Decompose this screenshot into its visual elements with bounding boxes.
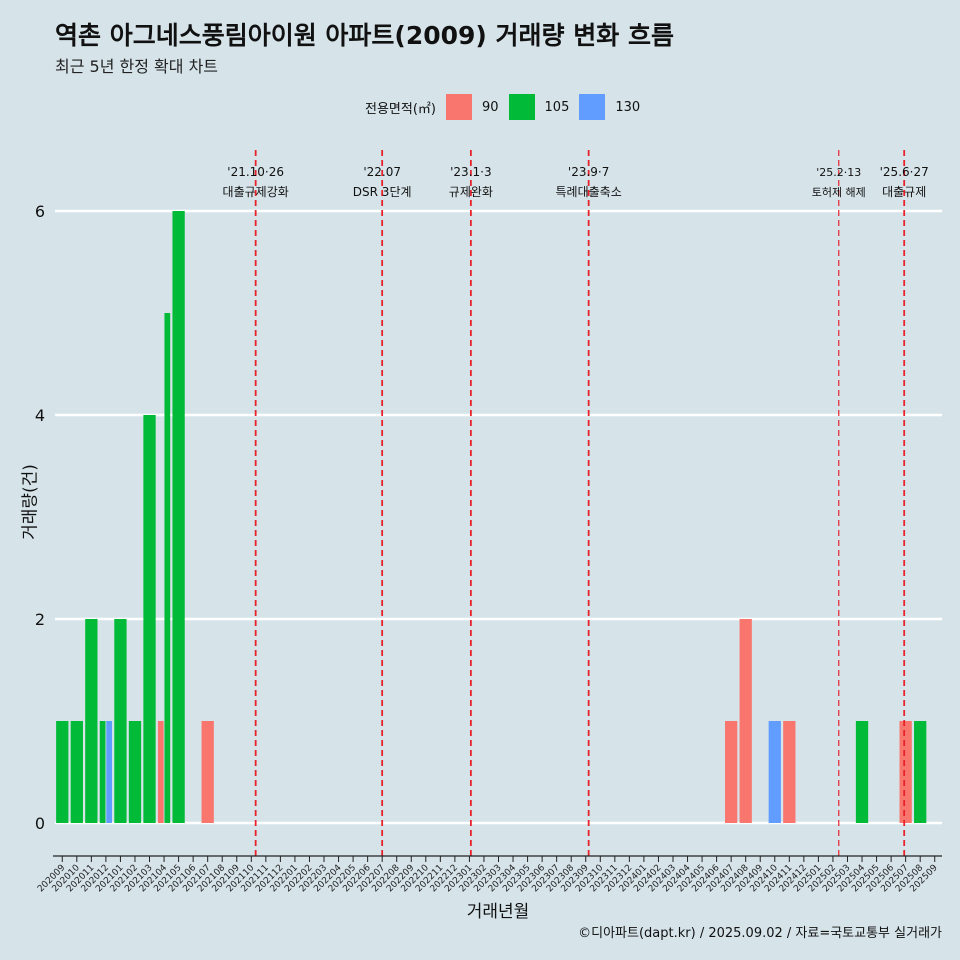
event-label-0: 대출규제강화 [223,185,289,199]
legend-label-90: 90 [481,99,499,115]
y-axis-label: 거래량(건) [20,464,41,540]
bar-202010-105 [70,721,83,823]
event-date-4: '25.2·13 [816,166,861,179]
event-label-3: 특례대출축소 [556,185,622,199]
legend: 전용면적(㎡) 90 105 130 [365,93,650,121]
event-date-1: '22.07 [363,165,401,179]
bar-202101-105 [114,619,127,823]
axis-layer: 2020092020102020112020122021012021022021… [36,855,942,894]
bar-202102-105 [128,721,142,823]
bar-202103-105 [143,415,156,823]
legend-swatch-90 [445,94,472,120]
legend-item-90: 90 [445,94,499,120]
chart-title: 역촌 아그네스풍림아이원 아파트(2009) 거래량 변화 흐름 [55,21,674,50]
bar-202104-90 [157,721,164,823]
y-tick-label-2: 2 [35,610,45,629]
y-tick-label-0: 0 [35,814,45,833]
chart-subtitle: 최근 5년 한정 확대 차트 [55,57,219,76]
bar-202508-105 [914,721,927,823]
legend-label-130: 130 [615,99,641,115]
bar-202105-105 [172,211,185,823]
event-label-5: 대출규제 [882,185,926,199]
event-date-0: '21.10·26 [227,165,284,179]
y-tick-label-6: 6 [35,202,45,221]
bar-202507-90 [899,721,912,823]
x-axis-label: 거래년월 [466,902,530,922]
bar-202408-90 [739,619,752,823]
event-label-2: 규제완화 [449,185,493,199]
bar-202504-105 [855,721,869,823]
bar-202411-90 [783,721,796,823]
event-label-1: DSR 3단계 [353,185,412,199]
source-caption: ©디아파트(dapt.kr) / 2025.09.02 / 자료=국토교통부 실… [578,926,942,941]
bar-202410-130 [768,721,781,823]
y-tick-label-4: 4 [35,406,45,425]
bar-202012-130 [106,721,113,823]
grid-layer: 0 2 4 6 [35,202,942,833]
bar-202011-105 [85,619,98,823]
bar-layer [56,211,927,823]
legend-item-130: 130 [579,94,640,120]
legend-item-105: 105 [508,94,570,120]
bar-202009-105 [56,721,69,823]
bar-202012-105 [99,721,106,823]
bar-202407-90 [725,721,738,823]
legend-label-105: 105 [544,99,570,115]
event-date-3: '23.9·7 [568,165,609,179]
legend-title: 전용면적(㎡) [365,101,436,117]
legend-swatch-105 [508,94,535,120]
bar-202107-90 [201,721,214,823]
event-layer: '21.10·26 대출규제강화 '22.07 DSR 3단계 '23.1·3 규제완화 '… [223,150,929,856]
event-date-5: '25.6·27 [880,165,929,179]
event-label-4: 토허제 해제 [812,185,866,199]
event-date-2: '23.1·3 [450,165,491,179]
bar-202104-105 [164,313,171,823]
legend-swatch-130 [579,94,606,120]
